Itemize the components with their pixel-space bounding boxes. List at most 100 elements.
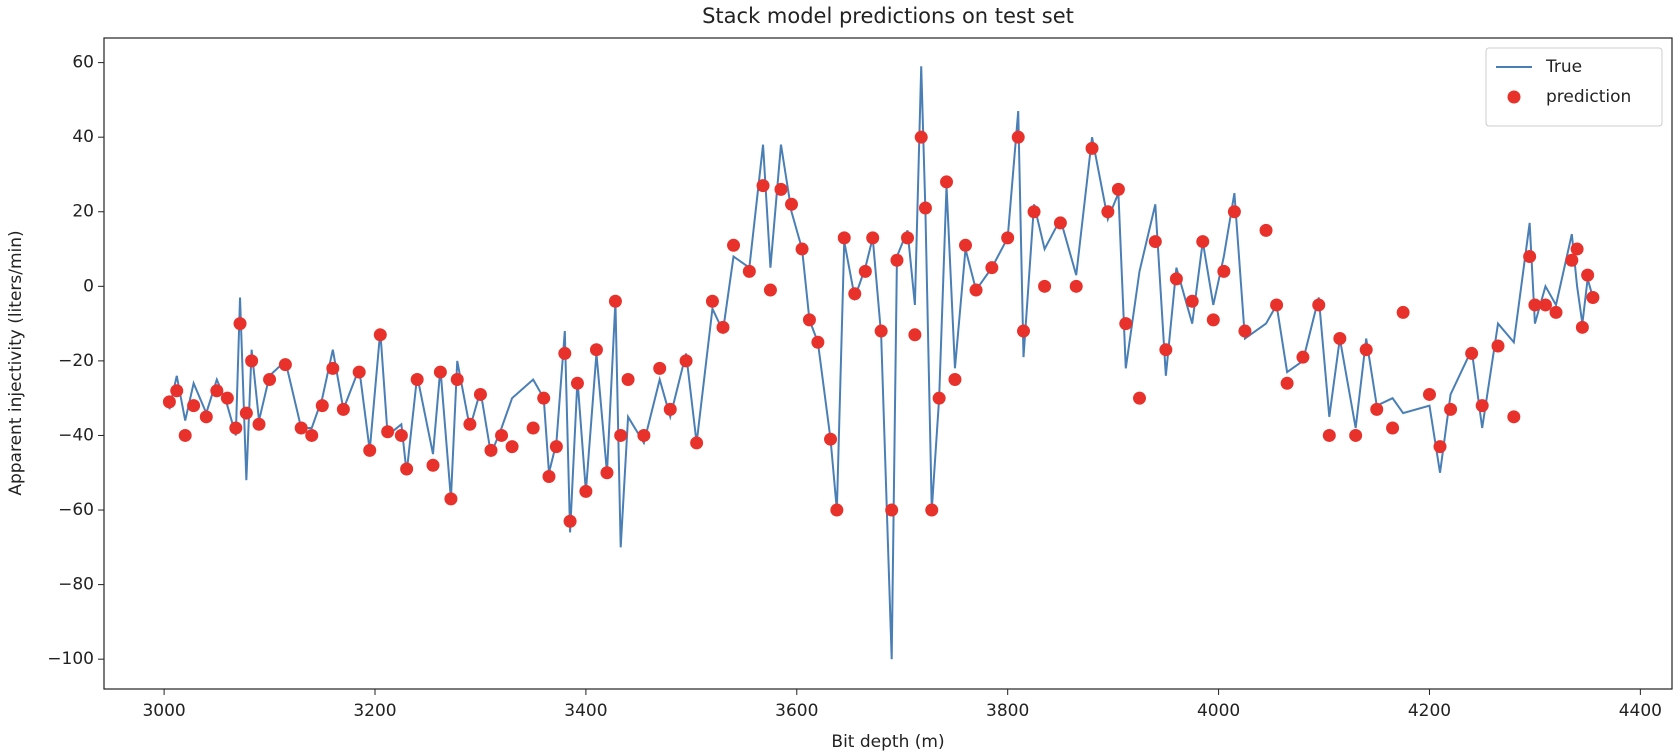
- prediction-point: [1270, 298, 1284, 312]
- prediction-point: [802, 313, 816, 327]
- prediction-point: [394, 428, 408, 442]
- x-tick-label: 4400: [1619, 701, 1662, 721]
- prediction-point: [858, 264, 872, 278]
- prediction-point: [326, 361, 340, 375]
- prediction-point: [1523, 249, 1537, 263]
- prediction-point: [1217, 264, 1231, 278]
- prediction-point: [433, 365, 447, 379]
- prediction-point: [614, 428, 628, 442]
- prediction-point: [608, 294, 622, 308]
- y-tick-label: 60: [72, 53, 94, 73]
- prediction-point: [969, 283, 983, 297]
- prediction-point: [716, 320, 730, 334]
- prediction-point: [463, 417, 477, 431]
- prediction-point: [444, 492, 458, 506]
- legend-label: prediction: [1546, 87, 1631, 107]
- prediction-point: [837, 231, 851, 245]
- prediction-point: [795, 242, 809, 256]
- prediction-point: [162, 395, 176, 409]
- prediction-point: [901, 231, 915, 245]
- prediction-point: [1586, 291, 1600, 305]
- prediction-point: [537, 391, 551, 405]
- prediction-point: [690, 436, 704, 450]
- x-tick-label: 3800: [986, 701, 1029, 721]
- prediction-point: [705, 294, 719, 308]
- prediction-point: [1538, 298, 1552, 312]
- prediction-point: [811, 335, 825, 349]
- prediction-point: [1280, 376, 1294, 390]
- prediction-point: [600, 466, 614, 480]
- prediction-point: [1575, 320, 1589, 334]
- prediction-point: [1206, 313, 1220, 327]
- prediction-point: [908, 328, 922, 342]
- prediction-point: [1465, 346, 1479, 360]
- prediction-point: [830, 503, 844, 517]
- prediction-point: [1333, 332, 1347, 346]
- prediction-point: [742, 264, 756, 278]
- prediction-point: [484, 443, 498, 457]
- prediction-point: [315, 399, 329, 413]
- prediction-point: [1549, 305, 1563, 319]
- y-tick-label: −40: [58, 425, 94, 445]
- prediction-point: [985, 261, 999, 275]
- y-tick-label: 40: [72, 127, 94, 147]
- prediction-point: [1322, 428, 1336, 442]
- prediction-point: [381, 425, 395, 439]
- prediction-point: [848, 287, 862, 301]
- prediction-point: [1016, 324, 1030, 338]
- prediction-point: [426, 458, 440, 472]
- prediction-point: [1359, 343, 1373, 357]
- prediction-point: [495, 428, 509, 442]
- x-axis-label: Bit depth (m): [831, 732, 944, 752]
- legend-swatch: [1507, 90, 1521, 104]
- prediction-point: [1101, 205, 1115, 219]
- plot-frame: [103, 37, 1673, 690]
- prediction-point: [918, 201, 932, 215]
- prediction-point: [558, 346, 572, 360]
- prediction-point: [1038, 279, 1052, 293]
- prediction-point: [1148, 235, 1162, 249]
- prediction-point: [373, 328, 387, 342]
- y-tick-label: 20: [72, 202, 94, 222]
- prediction-point: [278, 358, 292, 372]
- prediction-point: [885, 503, 899, 517]
- prediction-point: [563, 514, 577, 528]
- x-tick-label: 3600: [775, 701, 818, 721]
- prediction-point: [1001, 231, 1015, 245]
- prediction-point: [756, 179, 770, 193]
- prediction-point: [866, 231, 880, 245]
- prediction-point: [763, 283, 777, 297]
- prediction-point: [637, 428, 651, 442]
- prediction-point: [178, 428, 192, 442]
- prediction-point: [199, 410, 213, 424]
- prediction-point: [653, 361, 667, 375]
- x-tick-label: 3400: [564, 701, 607, 721]
- prediction-point: [1132, 391, 1146, 405]
- x-tick-label: 4200: [1408, 701, 1451, 721]
- prediction-point: [824, 432, 838, 446]
- prediction-point: [1259, 223, 1273, 237]
- prediction-point: [1027, 205, 1041, 219]
- prediction-point: [336, 402, 350, 416]
- prediction-point: [1111, 182, 1125, 196]
- prediction-point: [932, 391, 946, 405]
- prediction-point: [1422, 387, 1436, 401]
- prediction-point: [245, 354, 259, 368]
- prediction-point: [1296, 350, 1310, 364]
- y-tick-label: −80: [58, 575, 94, 595]
- prediction-point: [1528, 298, 1542, 312]
- prediction-point: [1169, 272, 1183, 286]
- prediction-point: [363, 443, 377, 457]
- prediction-point: [679, 354, 693, 368]
- prediction-point: [890, 253, 904, 267]
- prediction-point: [914, 130, 928, 144]
- prediction-point: [473, 387, 487, 401]
- y-tick-label: 0: [83, 276, 94, 296]
- prediction-point: [940, 175, 954, 189]
- prediction-point: [239, 406, 253, 420]
- prediction-point: [1011, 130, 1025, 144]
- legend-label: True: [1545, 57, 1582, 77]
- prediction-point: [1196, 235, 1210, 249]
- prediction-point: [925, 503, 939, 517]
- prediction-point: [305, 428, 319, 442]
